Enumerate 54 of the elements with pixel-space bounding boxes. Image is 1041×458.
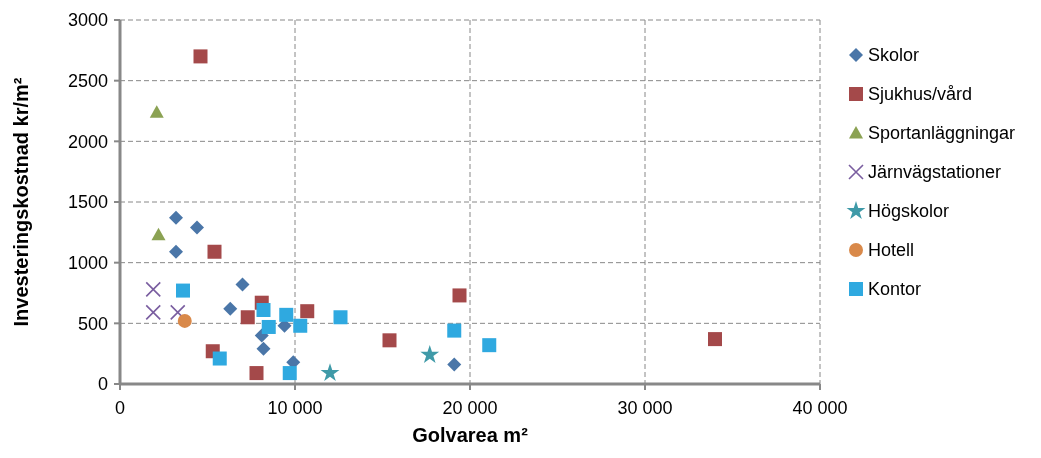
y-tick-label: 2000	[67, 131, 108, 152]
legend-label: Sjukhus/vård	[868, 84, 973, 105]
point	[320, 363, 340, 382]
y-tick-label: 1000	[67, 252, 108, 273]
legend-label: Järnvägstationer	[868, 162, 1002, 183]
point	[176, 283, 190, 298]
point	[452, 288, 467, 303]
point	[235, 277, 250, 292]
point	[145, 304, 162, 321]
point	[256, 341, 271, 356]
point	[482, 338, 497, 353]
x-axis-title: Golvarea m²	[412, 424, 529, 446]
point	[300, 304, 315, 319]
y-tick-label: 3000	[67, 10, 108, 31]
legend-label: Sportanläggningar	[868, 123, 1016, 144]
point	[207, 244, 222, 259]
y-tick-label: 1500	[67, 192, 108, 213]
point	[149, 105, 164, 118]
x-tick-label: 30 000	[617, 398, 673, 418]
point	[145, 281, 162, 298]
point	[293, 318, 308, 333]
point	[708, 332, 722, 347]
y-tick-label: 500	[77, 313, 108, 334]
x-tick-label: 10 000	[267, 398, 323, 418]
point	[169, 210, 183, 225]
x-tick-label: 0	[114, 398, 126, 418]
point	[169, 244, 183, 259]
point	[447, 323, 462, 338]
point	[420, 344, 440, 363]
point	[223, 301, 238, 316]
legend-label: Högskolor	[868, 201, 950, 222]
point	[256, 302, 271, 317]
point	[447, 357, 462, 372]
legend-label: Kontor	[868, 279, 922, 300]
legend-label: Hotell	[868, 240, 915, 261]
point	[249, 366, 264, 381]
point	[333, 310, 348, 325]
point	[279, 307, 294, 322]
x-tick-label: 20 000	[442, 398, 498, 418]
point	[382, 333, 397, 348]
point	[193, 49, 208, 64]
x-tick-label: 40 000	[792, 398, 848, 418]
y-axis-title: Investeringskostnad kr/m²	[10, 77, 32, 327]
point	[177, 313, 192, 328]
point	[151, 227, 166, 241]
point	[212, 351, 227, 366]
point	[169, 304, 186, 321]
point	[261, 319, 276, 334]
legend-label: Skolor	[868, 45, 920, 66]
y-tick-label: 2500	[67, 70, 108, 91]
y-tick-label: 0	[97, 374, 108, 395]
point	[190, 220, 204, 235]
point	[282, 366, 297, 381]
point	[240, 310, 255, 325]
